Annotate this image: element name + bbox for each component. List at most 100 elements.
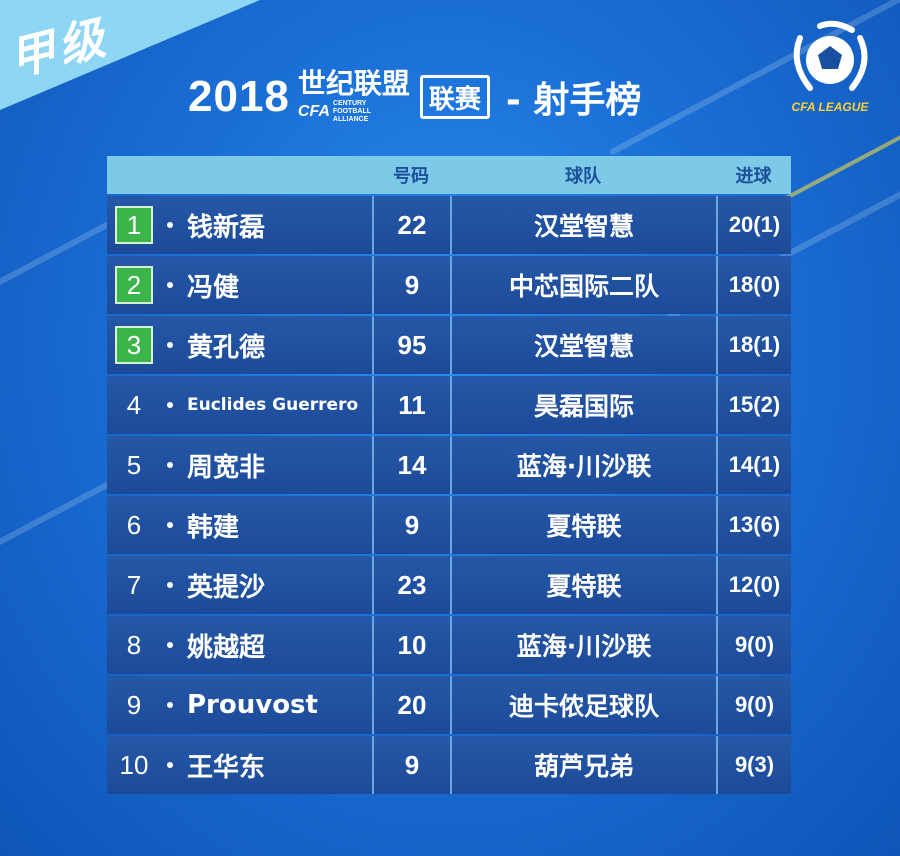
number-cell: 9	[372, 496, 450, 554]
page-title: 2018 世纪联盟 CFA CENTURY FOOTBALL ALLIANCE …	[188, 62, 641, 132]
team-cell: 葫芦兄弟	[450, 736, 716, 794]
jersey-number: 9	[404, 749, 420, 780]
brand-english: CENTURY FOOTBALL ALLIANCE	[332, 100, 371, 123]
number-cell: 9	[372, 256, 450, 314]
bullet-dot	[167, 282, 173, 288]
goals-count: 9(3)	[734, 752, 775, 777]
rank-badge: 4	[126, 389, 142, 420]
bullet-dot	[167, 702, 173, 708]
header-goals: 进球	[735, 166, 772, 187]
number-cell: 9	[372, 736, 450, 794]
team-name: 葫芦兄弟	[533, 752, 634, 781]
player-name: Euclides Guerrero	[187, 395, 359, 415]
goals-count: 14(1)	[728, 452, 781, 477]
number-cell: 20	[372, 676, 450, 734]
player-cell: 7 英提沙	[107, 556, 372, 614]
bullet-dot	[167, 222, 173, 228]
bullet-dot	[167, 402, 173, 408]
number-cell: 14	[372, 436, 450, 494]
bullet-dot	[167, 582, 173, 588]
table-body: 1 钱新磊 22 汉堂智慧 20(1) 2 冯健 9 中芯国际二队 18(0) 3 黄孔德 95 汉堂智慧…	[107, 196, 791, 794]
goals-cell: 13(6)	[716, 496, 791, 554]
brand-sub: CFA CENTURY FOOTBALL ALLIANCE	[298, 100, 410, 123]
corner-ribbon	[0, 0, 260, 110]
title-year: 2018	[188, 72, 290, 121]
player-cell: 9 Prouvost	[107, 676, 372, 734]
cfa-league-logo: CFA LEAGUE	[780, 18, 880, 118]
goals-cell: 18(0)	[716, 256, 791, 314]
team-cell: 汉堂智慧	[450, 316, 716, 374]
player-cell: 8 姚越超	[107, 616, 372, 674]
player-name: 英提沙	[187, 572, 266, 603]
title-subtitle: - 射手榜	[505, 80, 642, 121]
brand-chinese: 世纪联盟	[297, 67, 410, 101]
player-cell: 4 Euclides Guerrero	[107, 376, 372, 434]
number-cell: 23	[372, 556, 450, 614]
jersey-number: 95	[397, 329, 427, 360]
number-cell: 95	[372, 316, 450, 374]
goals-count: 18(1)	[728, 332, 781, 357]
table-row: 9 Prouvost 20 迪卡侬足球队 9(0)	[107, 676, 791, 734]
table-row: 10 王华东 9 葫芦兄弟 9(3)	[107, 736, 791, 794]
football-icon	[793, 20, 868, 91]
player-cell: 5 周宽非	[107, 436, 372, 494]
goals-count: 20(1)	[728, 212, 781, 237]
bullet-dot	[167, 342, 173, 348]
table-row: 5 周宽非 14 蓝海·川沙联 14(1)	[107, 436, 791, 494]
goals-count: 15(2)	[728, 392, 781, 417]
player-cell: 6 韩建	[107, 496, 372, 554]
team-cell: 汉堂智慧	[450, 196, 716, 254]
bullet-dot	[167, 462, 173, 468]
jersey-number: 14	[397, 449, 427, 480]
player-cell: 10 王华东	[107, 736, 372, 794]
player-name: 黄孔德	[187, 332, 266, 363]
team-name: 昊磊国际	[533, 392, 634, 421]
header-number: 号码	[393, 166, 429, 187]
rank-badge: 3	[115, 326, 153, 364]
bullet-dot	[167, 522, 173, 528]
goals-count: 13(6)	[728, 512, 781, 537]
player-cell: 3 黄孔德	[107, 316, 372, 374]
scorers-table: 号码 球队 进球 1 钱新磊 22 汉堂智慧 20(1) 2 冯健 9 中芯国际二队 18(0) 3…	[107, 156, 791, 794]
table-row: 6 韩建 9 夏特联 13(6)	[107, 496, 791, 554]
player-name: Prouvost	[187, 690, 318, 720]
goals-cell: 9(3)	[716, 736, 791, 794]
table-row: 8 姚越超 10 蓝海·川沙联 9(0)	[107, 616, 791, 674]
goals-cell: 9(0)	[716, 616, 791, 674]
bullet-dot	[167, 642, 173, 648]
jersey-number: 22	[397, 209, 427, 240]
player-name: 周宽非	[187, 452, 266, 483]
team-cell: 昊磊国际	[450, 376, 716, 434]
jersey-number: 23	[397, 569, 427, 600]
bullet-dot	[167, 762, 173, 768]
rank-badge: 5	[126, 449, 142, 480]
team-name: 迪卡侬足球队	[508, 692, 659, 721]
goals-cell: 20(1)	[716, 196, 791, 254]
player-cell: 1 钱新磊	[107, 196, 372, 254]
team-cell: 夏特联	[450, 556, 716, 614]
goals-count: 9(0)	[734, 692, 775, 717]
jersey-number: 9	[404, 269, 420, 300]
team-name: 汉堂智慧	[533, 332, 634, 361]
player-cell: 2 冯健	[107, 256, 372, 314]
brand-cfa: CFA	[297, 103, 330, 120]
goals-cell: 18(1)	[716, 316, 791, 374]
rank-badge: 6	[126, 509, 142, 540]
background-streak	[0, 215, 121, 306]
table-row: 7 英提沙 23 夏特联 12(0)	[107, 556, 791, 614]
jersey-number: 9	[404, 509, 420, 540]
header-team: 球队	[565, 166, 601, 187]
table-row: 2 冯健 9 中芯国际二队 18(0)	[107, 256, 791, 314]
jersey-number: 10	[397, 629, 427, 660]
player-name: 王华东	[187, 752, 266, 783]
number-cell: 11	[372, 376, 450, 434]
table-row: 3 黄孔德 95 汉堂智慧 18(1)	[107, 316, 791, 374]
brand-block: 世纪联盟 CFA CENTURY FOOTBALL ALLIANCE	[298, 70, 410, 123]
goals-cell: 12(0)	[716, 556, 791, 614]
team-cell: 迪卡侬足球队	[450, 676, 716, 734]
rank-badge: 10	[119, 749, 149, 780]
player-name: 韩建	[187, 512, 240, 543]
rank-badge: 1	[115, 206, 153, 244]
rank-badge: 8	[126, 629, 142, 660]
team-name: 夏特联	[546, 512, 622, 541]
